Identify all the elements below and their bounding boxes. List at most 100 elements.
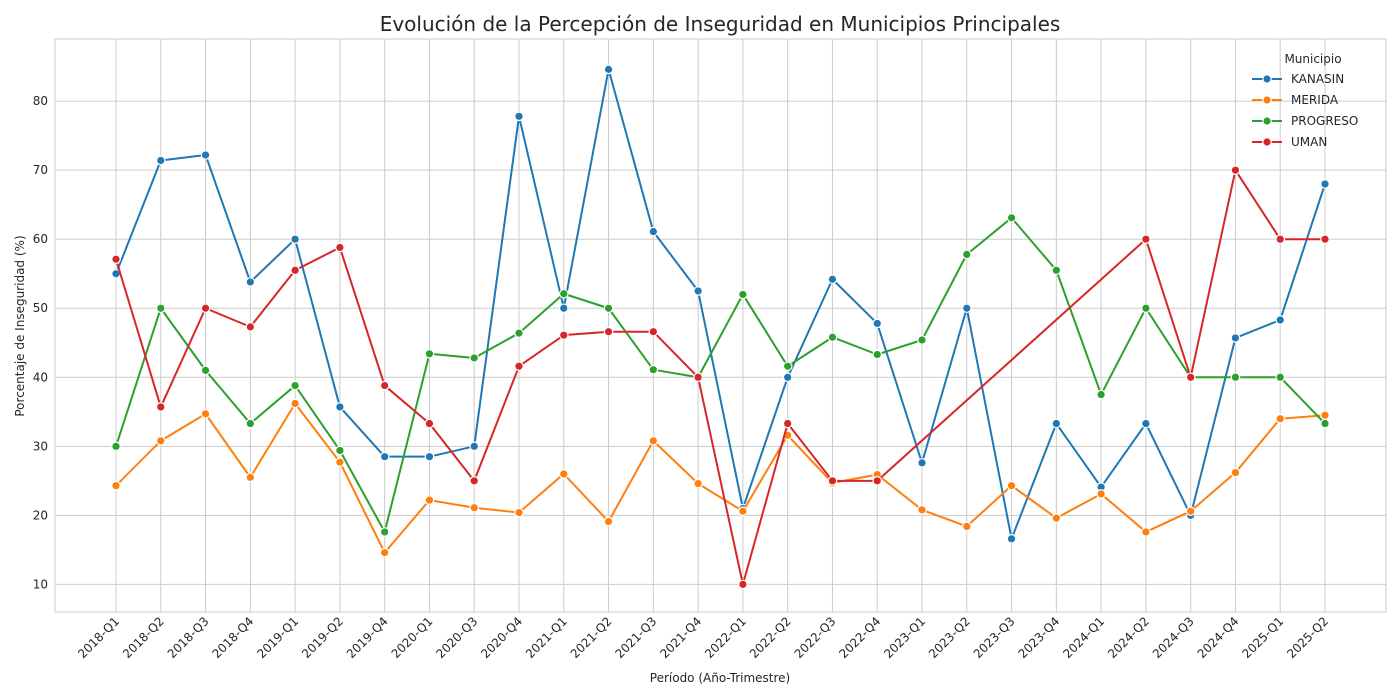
data-point-merida xyxy=(648,435,659,446)
data-point-progreso xyxy=(514,328,524,338)
data-point-merida xyxy=(917,505,927,515)
x-tick-label: 2020-Q4 xyxy=(478,614,525,661)
data-point-kanasin xyxy=(1006,534,1017,544)
data-point-uman xyxy=(424,418,435,429)
data-point-progreso xyxy=(1051,265,1062,276)
x-tick-label: 2019-Q1 xyxy=(254,614,301,661)
data-point-kanasin xyxy=(1051,418,1062,429)
data-point-progreso xyxy=(782,361,793,372)
x-tick-label: 2023-Q1 xyxy=(881,614,928,661)
y-tick-label: 70 xyxy=(33,163,48,177)
data-point-merida xyxy=(693,478,703,489)
x-tick-label: 2024-Q1 xyxy=(1060,614,1107,661)
x-tick-label: 2021-Q3 xyxy=(613,614,660,661)
grid-lines xyxy=(55,39,1386,612)
x-tick-label: 2024-Q3 xyxy=(1150,614,1197,661)
data-point-uman xyxy=(872,476,883,486)
data-point-uman xyxy=(245,322,256,332)
data-point-merida xyxy=(558,469,569,479)
data-point-kanasin xyxy=(245,277,256,287)
data-point-merida xyxy=(335,457,345,467)
data-point-merida xyxy=(424,495,435,505)
data-point-merida xyxy=(603,516,614,527)
x-axis-label: Período (Año-Trimestre) xyxy=(650,671,790,685)
data-point-progreso xyxy=(961,249,972,260)
data-point-merida xyxy=(1006,480,1017,491)
x-tick-label: 2023-Q2 xyxy=(926,614,973,661)
data-point-merida xyxy=(1141,527,1151,537)
x-tick-label: 2025-Q1 xyxy=(1239,614,1286,661)
data-point-kanasin xyxy=(827,274,838,285)
data-point-uman xyxy=(1275,234,1286,245)
y-tick-label: 50 xyxy=(33,301,48,315)
plot-frame xyxy=(54,38,1387,613)
data-point-merida xyxy=(379,547,390,558)
y-tick-label: 10 xyxy=(33,577,48,591)
data-point-uman xyxy=(155,402,166,412)
y-tick-label: 20 xyxy=(33,508,48,522)
data-point-merida xyxy=(469,502,480,513)
legend-swatch-marker xyxy=(1262,95,1272,105)
legend-item-uman: UMAN xyxy=(1252,135,1327,149)
data-point-kanasin xyxy=(290,234,300,245)
data-point-progreso xyxy=(1006,213,1017,223)
legend-swatch-marker xyxy=(1262,116,1272,126)
x-tick-label: 2018-Q1 xyxy=(75,614,122,661)
data-point-merida xyxy=(1230,467,1241,478)
data-point-progreso xyxy=(558,288,569,299)
data-point-uman xyxy=(514,361,524,372)
data-point-progreso xyxy=(155,303,166,314)
data-point-kanasin xyxy=(782,372,793,383)
data-point-uman xyxy=(1185,372,1196,383)
data-point-uman xyxy=(200,303,211,314)
x-tick-label: 2018-Q4 xyxy=(210,614,257,661)
x-tick-label: 2023-Q4 xyxy=(1016,614,1063,661)
data-point-uman xyxy=(1320,234,1330,245)
data-point-kanasin xyxy=(379,451,390,462)
legend-label: PROGRESO xyxy=(1291,114,1358,128)
x-tick-label: 2018-Q2 xyxy=(120,614,167,661)
data-point-merida xyxy=(1275,413,1286,424)
x-tick-label: 2019-Q4 xyxy=(344,614,391,661)
legend-swatch-marker xyxy=(1262,74,1272,84)
x-tick-label: 2022-Q4 xyxy=(836,614,883,661)
data-point-progreso xyxy=(200,365,211,376)
legend-item-progreso: PROGRESO xyxy=(1252,114,1358,128)
data-point-progreso xyxy=(1275,372,1286,383)
x-ticks: 2018-Q12018-Q22018-Q32018-Q42019-Q12019-… xyxy=(75,614,1331,661)
data-point-uman xyxy=(111,254,121,265)
data-point-merida xyxy=(1096,489,1106,499)
data-point-kanasin xyxy=(693,286,703,296)
legend-label: UMAN xyxy=(1291,135,1327,149)
x-tick-label: 2022-Q1 xyxy=(702,614,749,661)
y-tick-label: 30 xyxy=(33,439,48,453)
data-point-progreso xyxy=(290,380,300,391)
data-point-progreso xyxy=(111,441,121,452)
x-tick-label: 2025-Q2 xyxy=(1284,614,1331,661)
data-point-uman xyxy=(648,326,659,337)
y-tick-label: 60 xyxy=(33,232,48,246)
data-point-uman xyxy=(738,579,748,590)
data-point-uman xyxy=(827,476,838,486)
series-line-kanasin xyxy=(115,68,1326,540)
data-point-uman xyxy=(335,242,345,253)
data-point-merida xyxy=(1051,513,1062,523)
data-point-progreso xyxy=(872,349,883,360)
legend: Municipio KANASIN MERIDA PROGRESO UMAN xyxy=(1252,52,1358,149)
x-tick-label: 2024-Q2 xyxy=(1105,614,1152,661)
data-point-kanasin xyxy=(1230,333,1241,343)
data-point-progreso xyxy=(335,445,345,456)
data-point-progreso xyxy=(648,364,659,375)
legend-swatch-marker xyxy=(1262,137,1272,147)
data-point-merida xyxy=(245,472,256,483)
x-tick-label: 2024-Q4 xyxy=(1195,614,1242,661)
data-point-uman xyxy=(1141,234,1151,245)
data-point-uman xyxy=(379,380,390,391)
data-point-progreso xyxy=(827,332,838,343)
y-ticks: 10 20 30 40 50 60 70 80 xyxy=(33,94,48,591)
data-point-uman xyxy=(469,476,480,486)
x-tick-label: 2019-Q2 xyxy=(299,614,346,661)
data-point-kanasin xyxy=(200,150,211,160)
data-point-progreso xyxy=(1141,303,1151,314)
